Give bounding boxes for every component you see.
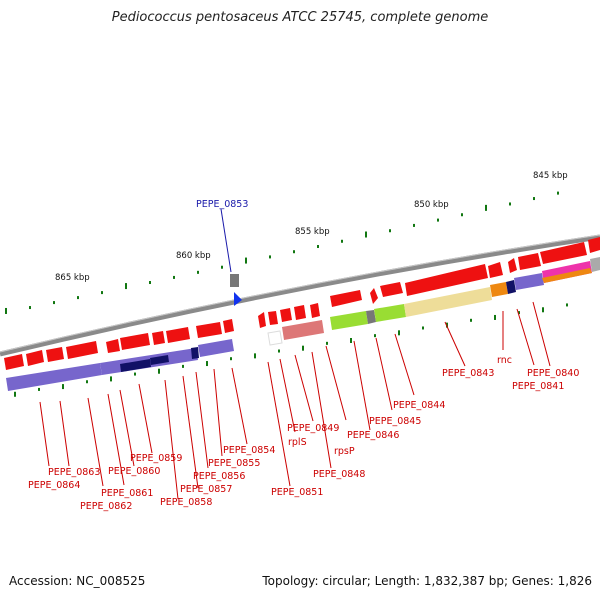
scale-label-865kbp: 865 kbp xyxy=(55,273,90,283)
minor-tick xyxy=(461,213,463,217)
genome-backbone-highlight xyxy=(0,234,600,353)
gene-label-PEPE_0857: PEPE_0857 xyxy=(180,484,232,495)
inner-tick xyxy=(494,314,496,320)
gene-label-PEPE_0861: PEPE_0861 xyxy=(101,488,153,499)
minor-tick xyxy=(269,255,271,259)
genome-summary-text: Topology: circular; Length: 1,832,387 bp… xyxy=(262,574,592,588)
inner-tick xyxy=(158,368,160,374)
minor-tick xyxy=(509,202,511,206)
gene-label-PEPE_0855: PEPE_0855 xyxy=(208,458,260,469)
minor-tick xyxy=(101,291,103,295)
gene-label-rnc: rnc xyxy=(497,355,512,366)
inner-tick xyxy=(134,372,136,376)
gene-label-rpsP: rpsP xyxy=(334,446,355,457)
inner-tick xyxy=(230,357,232,361)
minor-tick xyxy=(221,265,223,269)
minor-tick xyxy=(29,306,31,310)
minor-tick xyxy=(149,281,151,285)
major-tick xyxy=(5,307,7,314)
inner-tick xyxy=(182,364,184,368)
inner-tick xyxy=(350,338,352,343)
inner-tick xyxy=(422,326,424,330)
minor-tick xyxy=(317,245,319,249)
inner-tick xyxy=(470,318,472,322)
scale-label-855kbp: 855 kbp xyxy=(295,227,330,237)
gene-label-PEPE_0863: PEPE_0863 xyxy=(48,467,100,478)
inner-tick xyxy=(302,345,304,351)
inner-tick xyxy=(374,334,376,338)
gene-label-PEPE_0860: PEPE_0860 xyxy=(108,466,160,477)
scale-label-850kbp: 850 kbp xyxy=(414,200,449,210)
gene-label-PEPE_0851: PEPE_0851 xyxy=(271,487,323,498)
inner-tick xyxy=(206,361,208,367)
highlight-leader-line xyxy=(220,208,232,273)
highlight-gene-track xyxy=(230,274,239,287)
accession-text: Accession: NC_008525 xyxy=(9,574,146,588)
minor-tick xyxy=(413,223,415,227)
gene-label-PEPE_0843: PEPE_0843 xyxy=(442,368,494,379)
minor-tick xyxy=(173,275,175,279)
gene-label-PEPE_0844: PEPE_0844 xyxy=(393,400,445,411)
highlight-gene-arrow xyxy=(234,292,242,306)
scale-label-845kbp: 845 kbp xyxy=(533,171,568,181)
minor-tick xyxy=(77,296,79,300)
minor-tick xyxy=(341,239,343,243)
major-tick xyxy=(245,257,247,264)
gene-label-PEPE_0858: PEPE_0858 xyxy=(160,497,212,508)
gene-label-PEPE_0846: PEPE_0846 xyxy=(347,430,399,441)
inner-tick xyxy=(398,330,400,336)
gene-label-PEPE_0849: PEPE_0849 xyxy=(287,423,339,434)
inner-tick xyxy=(14,391,16,397)
minor-tick xyxy=(197,270,199,274)
cog-color-track xyxy=(6,257,600,391)
gene-label-PEPE_0840: PEPE_0840 xyxy=(527,368,579,379)
minor-tick xyxy=(437,218,439,222)
scale-ticks xyxy=(5,191,559,314)
inner-ticks xyxy=(14,303,568,397)
map-title: Pediococcus pentosaceus ATCC 25745, comp… xyxy=(111,10,489,25)
inner-tick xyxy=(38,387,40,391)
major-tick xyxy=(365,231,367,238)
minor-tick xyxy=(557,191,559,195)
inner-tick xyxy=(86,380,88,384)
gene-label-PEPE_0845: PEPE_0845 xyxy=(369,416,421,427)
gene-label-PEPE_0859: PEPE_0859 xyxy=(130,453,182,464)
genome-backbone xyxy=(0,234,600,357)
minor-tick xyxy=(53,301,55,305)
inner-tick xyxy=(566,303,568,307)
inner-tick xyxy=(326,341,328,345)
gene-label-PEPE_0853: PEPE_0853 xyxy=(196,199,248,210)
inner-tick xyxy=(542,307,544,313)
minor-tick xyxy=(389,229,391,233)
major-tick xyxy=(485,204,487,211)
gene-label-PEPE_0864: PEPE_0864 xyxy=(28,480,80,491)
gene-label-PEPE_0854: PEPE_0854 xyxy=(223,445,275,456)
minor-tick xyxy=(293,250,295,254)
gene-label-PEPE_0862: PEPE_0862 xyxy=(80,501,132,512)
inner-tick xyxy=(62,384,64,390)
gene-label-rplS: rplS xyxy=(288,437,307,448)
minor-tick xyxy=(533,197,535,201)
inner-tick xyxy=(254,353,256,359)
leader-lines xyxy=(39,301,551,500)
inner-tick xyxy=(446,322,448,328)
gene-labels: PEPE_0863 PEPE_0864 PEPE_0860 PEPE_0861 … xyxy=(28,355,579,512)
gene-label-PEPE_0856: PEPE_0856 xyxy=(193,471,245,482)
inner-tick xyxy=(278,349,280,353)
inner-tick xyxy=(110,376,112,382)
inner-tick xyxy=(518,311,520,315)
gene-label-PEPE_0848: PEPE_0848 xyxy=(313,469,365,480)
forward-gene-arrows xyxy=(330,237,600,307)
reverse-gene-arrows xyxy=(4,303,320,370)
major-tick xyxy=(125,283,127,290)
gene-label-PEPE_0841: PEPE_0841 xyxy=(512,381,564,392)
scale-label-860kbp: 860 kbp xyxy=(176,251,211,261)
